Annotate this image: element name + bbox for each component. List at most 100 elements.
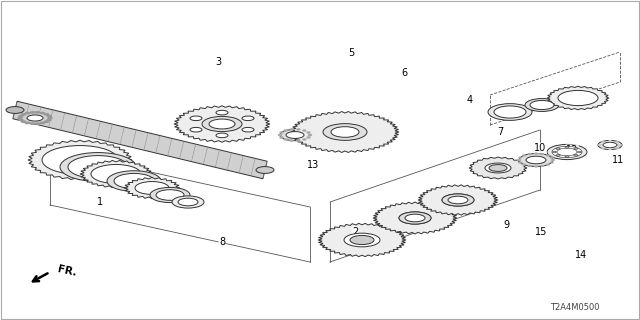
Text: 8: 8 bbox=[219, 237, 225, 247]
Ellipse shape bbox=[178, 198, 198, 206]
Ellipse shape bbox=[156, 190, 184, 200]
Ellipse shape bbox=[256, 167, 274, 173]
Ellipse shape bbox=[488, 104, 532, 120]
Text: T2A4M0500: T2A4M0500 bbox=[550, 303, 600, 312]
Text: 3: 3 bbox=[215, 57, 221, 67]
Ellipse shape bbox=[297, 129, 300, 130]
Ellipse shape bbox=[442, 194, 474, 206]
Ellipse shape bbox=[344, 233, 380, 247]
Ellipse shape bbox=[47, 119, 51, 121]
Ellipse shape bbox=[399, 212, 431, 224]
Ellipse shape bbox=[242, 127, 254, 132]
Ellipse shape bbox=[190, 116, 202, 121]
Ellipse shape bbox=[280, 129, 310, 141]
Ellipse shape bbox=[523, 155, 525, 156]
Text: 11: 11 bbox=[612, 155, 624, 165]
Ellipse shape bbox=[40, 122, 45, 124]
Ellipse shape bbox=[523, 164, 525, 165]
Polygon shape bbox=[318, 223, 406, 257]
Ellipse shape bbox=[30, 123, 35, 124]
Ellipse shape bbox=[307, 132, 310, 133]
Ellipse shape bbox=[307, 137, 310, 138]
Ellipse shape bbox=[558, 91, 598, 106]
Ellipse shape bbox=[528, 154, 531, 155]
Ellipse shape bbox=[541, 154, 544, 155]
Ellipse shape bbox=[489, 164, 507, 172]
Ellipse shape bbox=[286, 132, 304, 139]
Ellipse shape bbox=[519, 157, 522, 158]
Ellipse shape bbox=[172, 196, 204, 208]
Ellipse shape bbox=[494, 106, 526, 118]
Ellipse shape bbox=[114, 173, 154, 188]
Ellipse shape bbox=[190, 127, 202, 132]
Ellipse shape bbox=[547, 144, 587, 160]
Ellipse shape bbox=[552, 151, 557, 153]
Ellipse shape bbox=[22, 121, 26, 122]
Ellipse shape bbox=[290, 129, 293, 130]
Ellipse shape bbox=[216, 110, 228, 115]
Ellipse shape bbox=[547, 164, 549, 165]
Ellipse shape bbox=[68, 156, 128, 179]
Ellipse shape bbox=[209, 119, 235, 129]
Ellipse shape bbox=[550, 162, 553, 163]
Ellipse shape bbox=[530, 100, 554, 109]
Text: 10: 10 bbox=[534, 143, 546, 153]
Ellipse shape bbox=[556, 155, 560, 156]
Text: 1: 1 bbox=[97, 197, 103, 207]
Polygon shape bbox=[469, 157, 527, 179]
Text: 12: 12 bbox=[566, 145, 578, 155]
Ellipse shape bbox=[303, 130, 306, 131]
Ellipse shape bbox=[574, 155, 578, 156]
Ellipse shape bbox=[278, 134, 282, 136]
Text: 5: 5 bbox=[348, 48, 354, 58]
Ellipse shape bbox=[565, 156, 569, 157]
Ellipse shape bbox=[36, 112, 40, 113]
Polygon shape bbox=[13, 101, 267, 179]
Ellipse shape bbox=[30, 112, 35, 113]
Ellipse shape bbox=[47, 116, 51, 117]
Ellipse shape bbox=[547, 155, 549, 156]
Text: 14: 14 bbox=[575, 250, 587, 260]
Ellipse shape bbox=[331, 127, 359, 137]
Ellipse shape bbox=[528, 165, 531, 166]
Ellipse shape bbox=[36, 123, 40, 124]
Ellipse shape bbox=[619, 145, 621, 146]
Polygon shape bbox=[28, 140, 132, 180]
Text: 4: 4 bbox=[467, 95, 473, 105]
Polygon shape bbox=[174, 106, 270, 142]
Text: FR.: FR. bbox=[57, 264, 78, 278]
Ellipse shape bbox=[603, 142, 617, 148]
Ellipse shape bbox=[107, 171, 161, 191]
Polygon shape bbox=[80, 160, 152, 188]
Text: 15: 15 bbox=[535, 227, 547, 237]
Ellipse shape bbox=[559, 149, 575, 155]
Ellipse shape bbox=[91, 164, 141, 183]
Ellipse shape bbox=[308, 134, 312, 136]
Ellipse shape bbox=[135, 181, 169, 195]
Ellipse shape bbox=[60, 153, 136, 181]
Ellipse shape bbox=[22, 114, 26, 115]
Ellipse shape bbox=[616, 147, 618, 148]
Polygon shape bbox=[124, 177, 180, 199]
Polygon shape bbox=[418, 185, 498, 215]
Ellipse shape bbox=[557, 148, 577, 156]
Ellipse shape bbox=[616, 142, 618, 143]
Ellipse shape bbox=[350, 236, 374, 244]
Ellipse shape bbox=[577, 151, 582, 153]
Ellipse shape bbox=[290, 140, 293, 141]
Ellipse shape bbox=[284, 139, 287, 140]
Ellipse shape bbox=[556, 148, 560, 149]
Ellipse shape bbox=[19, 119, 23, 121]
Ellipse shape bbox=[565, 147, 569, 148]
Text: 2: 2 bbox=[352, 227, 358, 237]
Ellipse shape bbox=[216, 133, 228, 138]
Ellipse shape bbox=[448, 196, 468, 204]
Ellipse shape bbox=[598, 140, 622, 149]
Ellipse shape bbox=[602, 147, 604, 148]
Text: 9: 9 bbox=[503, 220, 509, 230]
Ellipse shape bbox=[399, 212, 431, 224]
Ellipse shape bbox=[6, 107, 24, 113]
Ellipse shape bbox=[552, 146, 582, 158]
Text: 13: 13 bbox=[307, 160, 319, 170]
Ellipse shape bbox=[19, 116, 23, 117]
